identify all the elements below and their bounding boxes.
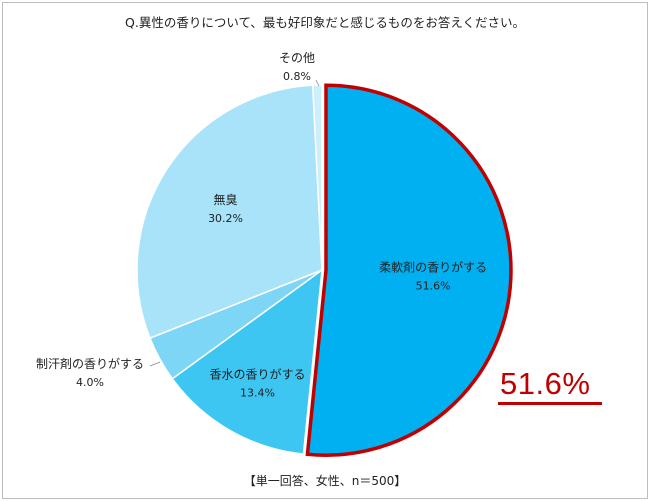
slice-label: 無臭	[214, 192, 238, 207]
pie-slice	[311, 84, 323, 271]
slice-value-label: 4.0%	[76, 376, 104, 389]
slice-label: 柔軟剤の香りがする	[379, 260, 487, 275]
leader-line	[149, 361, 161, 367]
slice-value-label: 0.8%	[283, 70, 311, 83]
highlight-underline	[498, 402, 602, 405]
pie-slice	[305, 83, 513, 457]
leader-line	[315, 79, 320, 87]
slice-value-label: 51.6%	[416, 280, 451, 293]
slice-value-label: 13.4%	[240, 386, 275, 399]
pie-slice	[136, 84, 323, 340]
footnote: 【単一回答、女性、n＝500】	[243, 474, 407, 488]
pie-slice	[171, 268, 323, 455]
highlight-value: 51.6%	[500, 366, 591, 401]
chart-title: Q.異性の香りについて、最も好印象だと感じるものをお答えください。	[125, 15, 525, 30]
slice-label: その他	[279, 51, 315, 65]
slice-value-label: 30.2%	[208, 212, 243, 225]
slice-label: 香水の香りがする	[209, 366, 305, 381]
slice-label: 制汗剤の香りがする	[36, 356, 144, 371]
